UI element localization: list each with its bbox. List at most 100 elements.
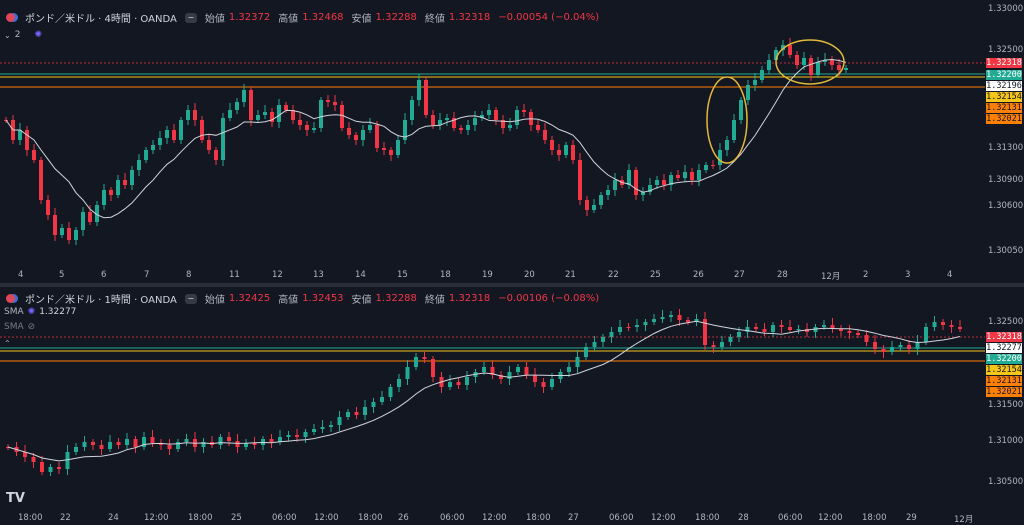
close-label: 終値 [424,14,445,25]
price-tag: 1.32196 [986,81,1022,91]
candle-body [319,100,323,128]
candle-body [326,100,330,102]
candle-body [142,437,146,447]
sma-line-4h [5,58,847,219]
candle-body [499,375,503,379]
chart-canvas-4h[interactable] [0,0,1024,283]
collapse-icon[interactable]: − [184,293,197,304]
candle-body [571,145,575,160]
price-tag: 1.32200 [986,70,1022,80]
time-axis-label: 06:00 [778,513,803,523]
price-tag: 1.32200 [986,354,1022,364]
time-axis-label: 15 [397,270,408,280]
candle-body [242,90,246,102]
candle-body [669,315,673,317]
tradingview-logo[interactable]: TV [6,491,25,506]
candle-body [410,100,414,120]
candle-body [844,68,848,70]
candle-body [473,118,477,125]
sma-label: SMA [4,307,24,317]
candle-body [371,402,376,407]
time-axis-label: 21 [565,270,576,280]
change-value: −0.00054 (−0.04%) [498,12,600,23]
candle-body [697,170,701,180]
candle-body [99,445,104,449]
candle-body [298,120,302,125]
sma-indicator-2[interactable]: SMA ⊘ [4,322,35,332]
candle-body [660,317,665,319]
indicator-settings-icon[interactable]: ✺ [34,30,42,40]
indicator-count: 2 [14,30,21,40]
candle-body [123,180,127,185]
chart-panel-4h[interactable]: ポンド／米ドル · 4時間 · OANDA − 始値 1.32372 高値 1.32… [0,0,1024,283]
sma-settings-icon[interactable]: ✺ [27,307,36,317]
candle-body [108,442,112,449]
chevron-up-icon[interactable]: ⌃ [4,339,11,348]
candle-body [263,112,267,115]
candle-body [737,332,741,337]
candle-body [227,437,231,441]
candle-body [32,150,36,160]
candle-body [536,125,540,130]
panel-separator[interactable] [0,283,1024,287]
chart-panel-1h[interactable]: ポンド／米ドル · 1時間 · OANDA − 始値 1.32425 高値 1.32… [0,287,1024,525]
time-axis-label: 14 [355,270,366,280]
candle-body [592,342,597,347]
time-axis-label: 4 [947,270,953,280]
candle-body [683,172,687,178]
time-axis-label: 12:00 [651,513,676,523]
close-label: 終値 [424,295,445,306]
symbol-title[interactable]: ポンド／米ドル · 1時間 · OANDA [25,295,177,306]
candle-body [592,205,596,210]
candle-body [397,379,401,387]
candle-body [340,105,344,128]
candle-body [669,175,673,185]
symbol-legend-4h[interactable]: ポンド／米ドル · 4時間 · OANDA − 始値 1.32372 高値 1.32… [6,10,599,25]
candle-body [703,319,707,345]
collapse-panel-button[interactable]: ⌃ [4,339,11,348]
collapse-icon[interactable]: − [184,12,197,23]
price-tag: 1.32021 [986,387,1022,397]
price-tag: 1.32277 [986,343,1022,353]
candle-body [490,367,495,375]
candle-body [249,90,253,120]
time-axis-label: 29 [906,513,917,523]
time-axis-label: 12月 [954,515,974,525]
candle-body [613,180,617,190]
candle-body [40,462,44,472]
candle-body [39,160,43,200]
candle-body [635,325,639,327]
candle-body [557,150,561,155]
candle-body [269,439,274,442]
candle-body [448,382,452,387]
time-axis-label: 4 [18,270,24,280]
candle-body [333,102,337,105]
candle-body [291,110,295,120]
candle-body [305,125,309,130]
indicator-toggle[interactable]: ⌄ 2 ✺ [4,30,42,40]
candle-body [609,332,614,337]
candle-body [648,185,652,192]
candle-body [346,412,350,417]
chart-canvas-1h[interactable] [0,287,1024,523]
candle-body [541,382,546,387]
candle-body [221,118,225,160]
high-label: 高値 [278,14,299,25]
symbol-legend-1h[interactable]: ポンド／米ドル · 1時間 · OANDA − 始値 1.32425 高値 1.32… [6,291,599,306]
candle-body [507,372,512,379]
symbol-title[interactable]: ポンド／米ドル · 4時間 · OANDA [25,14,177,25]
candle-body [176,442,180,449]
time-axis-label: 12 [272,270,283,280]
candle-body [60,228,64,235]
candle-body [172,130,176,140]
time-axis-label: 18:00 [188,513,213,523]
sma-indicator-1[interactable]: SMA ✺ 1.32277 [4,307,76,317]
price-tag: 1.32131 [986,103,1022,113]
candle-body [431,115,435,125]
time-axis-label: 11 [229,270,240,280]
time-axis-label: 28 [738,513,749,523]
candle-body [550,140,554,150]
price-tag: 1.32021 [986,114,1022,124]
eye-hidden-icon[interactable]: ⊘ [27,322,36,332]
chevron-down-icon[interactable]: ⌄ [4,30,11,40]
